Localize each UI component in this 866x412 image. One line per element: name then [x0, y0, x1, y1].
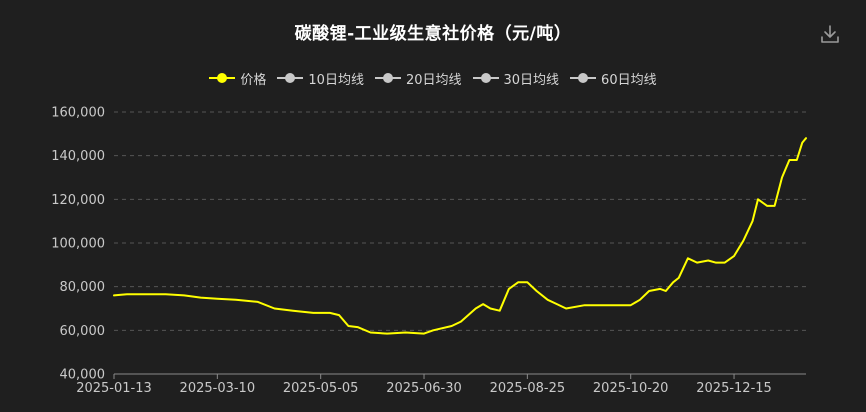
- chart-title: 碳酸锂-工业级生意社价格（元/吨）: [294, 24, 572, 44]
- legend-item-1[interactable]: 10日均线: [277, 69, 364, 88]
- x-tick-label: 2025-03-10: [180, 381, 256, 396]
- legend-marker-icon: [570, 73, 597, 83]
- legend-item-2[interactable]: 20日均线: [374, 69, 462, 88]
- legend-item-3[interactable]: 30日均线: [472, 69, 560, 88]
- y-tick-label: 60,000: [60, 324, 106, 339]
- x-tick-label: 2025-08-25: [490, 381, 566, 396]
- legend-marker-icon: [472, 73, 499, 83]
- legend-marker-icon: [209, 73, 236, 83]
- y-tick-label: 40,000: [60, 368, 106, 383]
- legend-marker-icon: [277, 73, 304, 83]
- y-tick-label: 100,000: [51, 237, 105, 252]
- y-tick-label: 120,000: [51, 193, 105, 208]
- x-tick-label: 2025-12-15: [696, 381, 772, 396]
- legend-item-4[interactable]: 60日均线: [570, 69, 657, 88]
- x-tick-label: 2025-10-20: [593, 381, 669, 396]
- download-button[interactable]: [818, 22, 842, 46]
- x-tick-label: 2025-05-05: [283, 381, 359, 396]
- legend-label: 10日均线: [308, 72, 364, 88]
- y-tick-label: 80,000: [60, 280, 106, 295]
- chart-legend: 价格 10日均线 20日均线 30日均线 60日均线: [0, 66, 866, 90]
- y-tick-label: 140,000: [51, 149, 105, 164]
- x-tick-label: 2025-06-30: [386, 381, 462, 396]
- legend-label: 价格: [240, 72, 267, 88]
- series-line-0: [113, 137, 807, 335]
- legend-item-0[interactable]: 价格: [209, 69, 266, 88]
- x-tick-label: 2025-01-13: [76, 381, 152, 396]
- legend-label: 60日均线: [601, 72, 657, 88]
- legend-marker-icon: [374, 73, 401, 83]
- legend-label: 20日均线: [405, 72, 462, 88]
- legend-label: 30日均线: [503, 72, 560, 88]
- y-tick-label: 160,000: [51, 106, 105, 121]
- download-icon: [821, 25, 839, 43]
